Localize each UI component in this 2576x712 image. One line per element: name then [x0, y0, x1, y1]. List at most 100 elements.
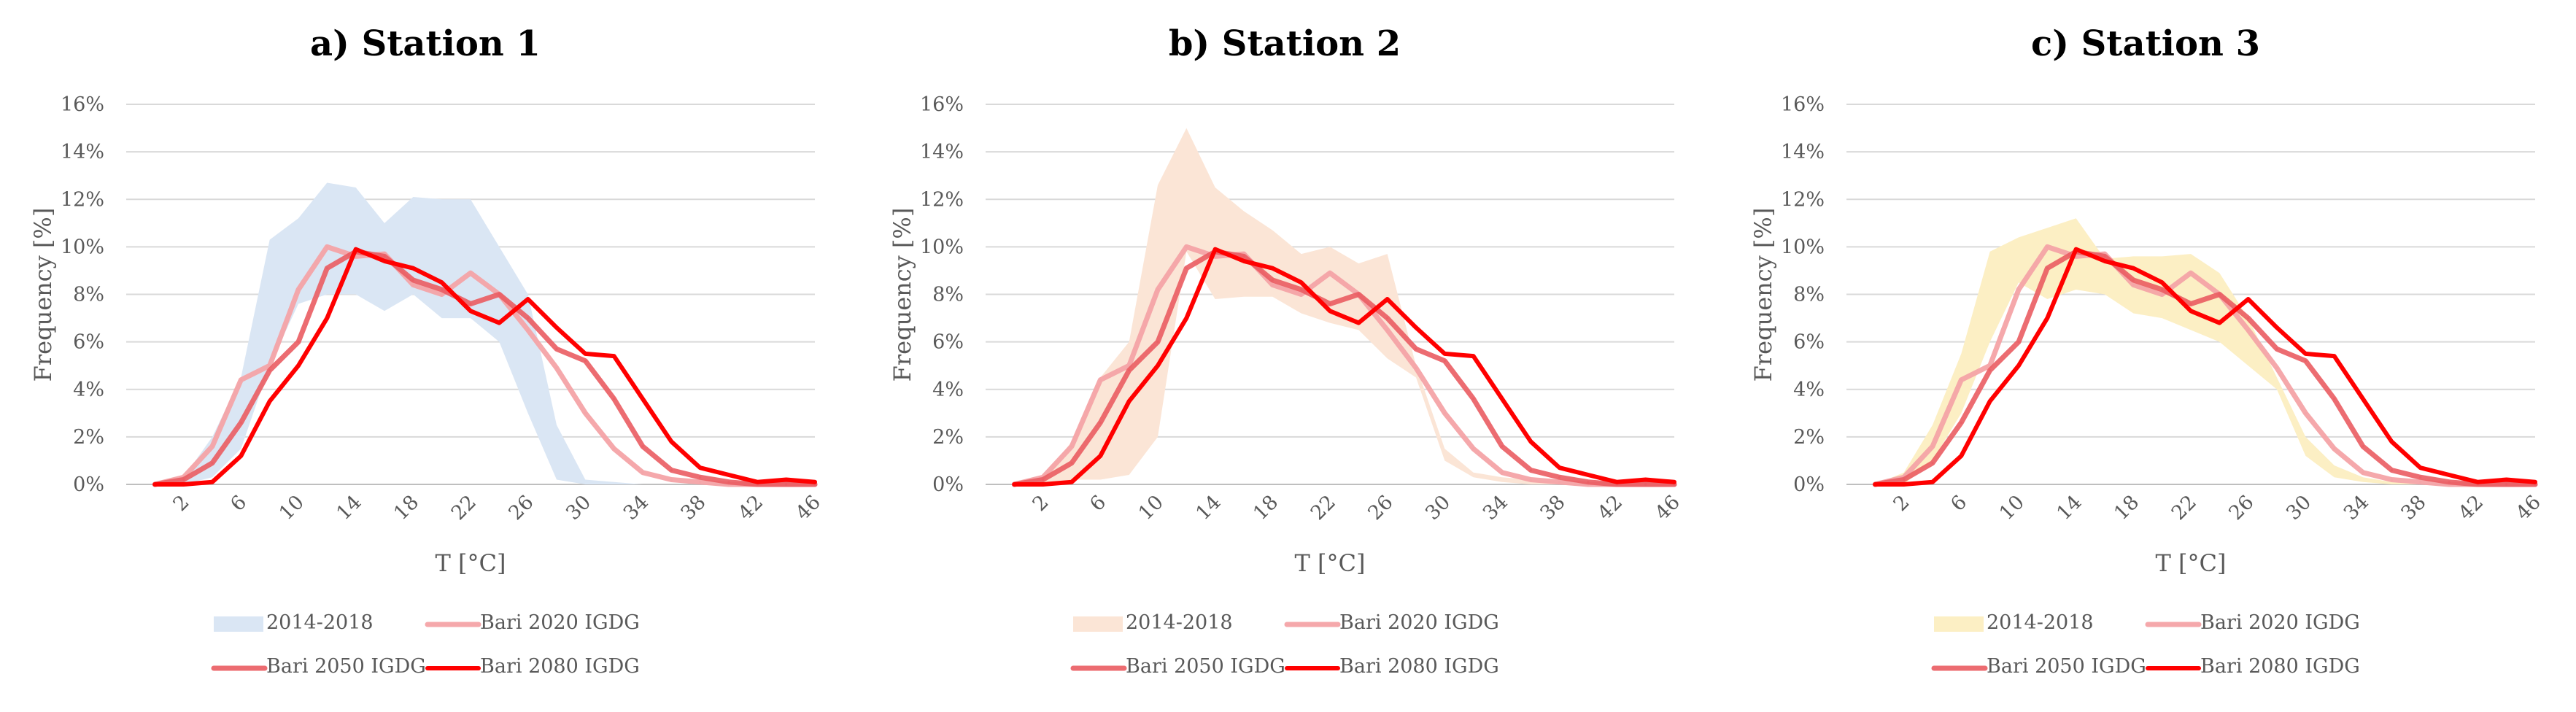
series-2-point	[211, 462, 214, 465]
legend-label: Bari 2050 IGDG	[1126, 655, 1285, 678]
range-band-2014-2018	[1875, 218, 2535, 484]
series-1-point	[1070, 445, 1073, 448]
series-1-point	[1271, 283, 1274, 287]
x-tick-label: 34	[2340, 491, 2373, 525]
chart-title: c) Station 3	[2031, 23, 2260, 64]
y-tick-label: 2%	[73, 426, 104, 449]
series-2-point	[469, 302, 472, 306]
series-1-point	[441, 293, 444, 296]
series-2-point	[2189, 302, 2192, 306]
y-tick-label: 6%	[1793, 331, 1825, 354]
chart-title: b) Station 2	[1169, 23, 1401, 64]
series-2-point	[2505, 483, 2508, 486]
series-1-point	[2017, 288, 2020, 291]
series-1-point	[1529, 478, 1532, 481]
legend-label: Bari 2050 IGDG	[266, 655, 426, 678]
series-2-point	[1529, 468, 1532, 472]
series-2-point	[498, 293, 500, 296]
legend-label: Bari 2080 IGDG	[480, 655, 640, 678]
series-1-point	[1501, 471, 1504, 474]
series-2-point	[2247, 317, 2250, 320]
series-1-point	[325, 245, 328, 248]
series-2-point	[1443, 360, 1446, 363]
series-1-point	[2247, 328, 2250, 331]
x-tick-label: 38	[2397, 491, 2430, 525]
chart-panel-1: a) Station 10%2%4%6%8%10%12%14%16%2 6 10 14…	[29, 23, 825, 678]
x-tick-label: 6	[226, 491, 251, 516]
x-tick-label: 30	[2282, 491, 2316, 525]
x-tick-label: 2	[1890, 491, 1914, 516]
y-tick-label: 12%	[920, 188, 964, 211]
x-tick-label: 42	[734, 491, 767, 525]
x-tick-label: 26	[1364, 491, 1397, 525]
series-2-point	[1587, 481, 1590, 484]
y-tick-label: 14%	[920, 141, 964, 163]
x-tick-label: 46	[1651, 491, 1685, 525]
series-2-point	[1156, 341, 1159, 344]
y-tick-label: 12%	[61, 188, 104, 211]
x-tick-label: 30	[562, 491, 595, 525]
series-2-point	[1328, 302, 1331, 306]
y-tick-label: 6%	[73, 331, 104, 354]
series-1-point	[239, 379, 242, 382]
series-2-point	[1099, 421, 1102, 424]
series-2-point	[1070, 462, 1073, 465]
legend-label: Bari 2080 IGDG	[2200, 655, 2360, 678]
y-tick-label: 16%	[920, 93, 964, 116]
x-tick-label: 6	[1946, 491, 1971, 516]
series-2-point	[584, 360, 587, 363]
series-2-point	[1357, 293, 1360, 296]
y-tick-label: 10%	[920, 236, 964, 258]
series-1-point	[1931, 445, 1934, 448]
series-1-point	[469, 271, 472, 274]
series-2-point	[1415, 347, 1417, 350]
legend-label: 2014-2018	[1126, 611, 1233, 634]
series-line-2	[1872, 249, 2538, 487]
series-2-point	[441, 288, 444, 291]
x-tick-label: 22	[1307, 491, 1340, 525]
series-1-point	[1415, 366, 1417, 370]
series-1-point	[2390, 478, 2393, 481]
x-tick-label: 26	[2224, 491, 2258, 525]
series-2-point	[699, 476, 702, 479]
x-tick-label: 42	[2454, 491, 2488, 525]
x-axis-label: T [°C]	[2156, 549, 2227, 577]
series-1-point	[584, 411, 587, 414]
series-1-point	[670, 478, 673, 481]
legend-label: Bari 2050 IGDG	[1987, 655, 2146, 678]
series-1-point	[1472, 447, 1475, 450]
series-1-point	[641, 471, 644, 474]
series-2-point	[2304, 360, 2307, 363]
y-tick-label: 0%	[932, 473, 964, 496]
y-tick-label: 0%	[1793, 473, 1825, 496]
y-axis-label: Frequency [%]	[29, 208, 57, 382]
y-tick-label: 6%	[932, 331, 964, 354]
series-1-point	[1960, 379, 1962, 382]
legend-swatch-band	[214, 616, 263, 632]
series-2-point	[2103, 255, 2106, 258]
series-2-point	[1903, 478, 1906, 481]
series-1-point	[613, 447, 616, 450]
series-line-1	[152, 244, 818, 487]
series-line-2	[1011, 249, 1677, 487]
legend-swatch-band	[1934, 616, 1984, 632]
series-2-point	[411, 279, 414, 282]
series-2-point	[1386, 317, 1389, 320]
series-2-point	[2046, 267, 2049, 270]
series-1-point	[2419, 481, 2422, 484]
x-tick-label: 46	[792, 491, 825, 525]
series-2-point	[1960, 421, 1962, 424]
series-2-point	[2390, 468, 2393, 472]
x-axis-label: T [°C]	[436, 549, 506, 577]
series-2-point	[1242, 255, 1245, 258]
y-tick-label: 8%	[1793, 284, 1825, 306]
x-tick-label: 30	[1421, 491, 1455, 525]
y-tick-label: 12%	[1781, 188, 1825, 211]
series-1-point	[1558, 481, 1561, 484]
y-tick-label: 8%	[932, 284, 964, 306]
y-tick-label: 4%	[932, 379, 964, 401]
series-1-point	[1328, 271, 1331, 274]
series-2-point	[1472, 398, 1475, 400]
series-1-point	[2304, 411, 2307, 414]
series-2-point	[1185, 267, 1188, 270]
